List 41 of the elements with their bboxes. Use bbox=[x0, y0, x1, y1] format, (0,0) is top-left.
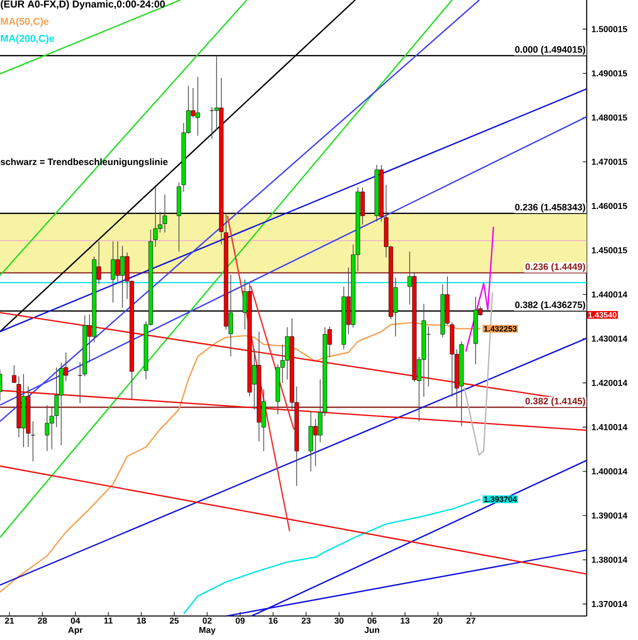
ref-line-label: 0.000 (1.494015) bbox=[515, 46, 586, 55]
y-tick-label: 1.400014 bbox=[592, 468, 628, 474]
ref-line-label: 0.236 (1.458343) bbox=[515, 204, 586, 212]
x-tick-label: 02 May bbox=[199, 618, 216, 635]
candlestick bbox=[12, 364, 16, 384]
x-tick-label: 21 bbox=[4, 618, 14, 624]
text: MA(200,C)e bbox=[0, 34, 54, 44]
x-tick-label: 25 bbox=[170, 618, 179, 624]
y-tick-label: 1.480015 bbox=[592, 114, 628, 121]
line-series bbox=[182, 498, 481, 614]
x-tick-label: 23 bbox=[302, 618, 311, 624]
x-tick-label: 27 bbox=[466, 618, 476, 624]
y-tick-label: 1.380014 bbox=[592, 556, 628, 563]
y-tick-label: 1.450015 bbox=[592, 247, 628, 254]
ref-line-label: 0.236 (1.4449) bbox=[525, 263, 586, 272]
chart-title: (EUR A0-FX,D) Dynamic,0:00-24:00 bbox=[0, 0, 165, 10]
x-tick-label: 20 bbox=[433, 618, 442, 624]
y-tick-label: 1.370014 bbox=[592, 600, 628, 608]
candlestick bbox=[78, 362, 82, 404]
y-tick-label: 1.440014 bbox=[592, 291, 628, 298]
y-tick-label: 1.460015 bbox=[592, 202, 628, 210]
x-tick-label: 30 bbox=[334, 618, 344, 624]
y-tick-label: 1.500015 bbox=[592, 26, 628, 32]
text: MA(50,C)e bbox=[0, 18, 49, 27]
x-tick-label: 09 bbox=[236, 618, 245, 624]
ref-line-label: 0.382 (1.4145) bbox=[525, 398, 586, 406]
x-tick-label: 13 bbox=[400, 618, 410, 624]
x-tick-label: 16 bbox=[268, 618, 278, 624]
y-tick-label: 1.470015 bbox=[592, 158, 628, 165]
x-tick-label: 06 Jun bbox=[364, 618, 380, 634]
y-tick-label: 1.490015 bbox=[592, 70, 628, 76]
x-tick-label: 11 bbox=[104, 618, 113, 624]
ref-line-label: 0.382 (1.436275) bbox=[515, 301, 586, 310]
x-tick-label: 04 Apr bbox=[68, 618, 83, 635]
y-tick-label: 1.420014 bbox=[592, 380, 628, 386]
line-series bbox=[0, 322, 481, 593]
y-tick-label: 1.430014 bbox=[592, 336, 628, 342]
y-tick-label: 1.410014 bbox=[592, 424, 628, 430]
x-tick-label: 18 bbox=[137, 618, 146, 624]
x-tick-label: 28 bbox=[38, 618, 47, 624]
y-tick-label: 1.390014 bbox=[592, 512, 628, 519]
